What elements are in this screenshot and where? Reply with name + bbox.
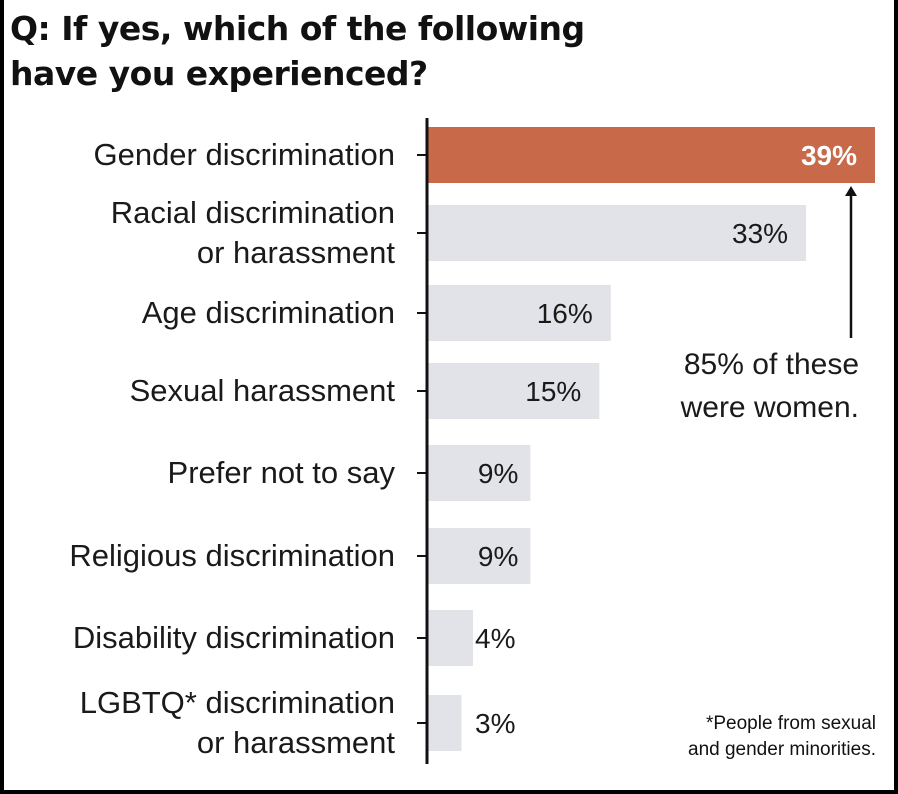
annotation-text-line-1: were women. [680, 391, 859, 424]
value-label-5: 9% [478, 541, 518, 572]
value-label-6: 4% [475, 623, 515, 654]
bar-4 [427, 445, 531, 501]
annotation-arrowhead [845, 186, 857, 196]
footnote-line-1: and gender minorities. [688, 739, 876, 760]
category-label-4: Prefer not to say [168, 455, 396, 490]
value-label-7: 3% [475, 708, 515, 739]
annotation-text-line-0: 85% of these [684, 348, 859, 381]
footnote-line-0: *People from sexual [706, 713, 876, 734]
category-label-1-line-1: or harassment [197, 235, 396, 270]
value-label-2: 16% [537, 298, 593, 329]
bar-2 [427, 285, 611, 341]
value-label-4: 9% [478, 458, 518, 489]
value-label-3: 15% [525, 376, 581, 407]
bar-5 [427, 528, 531, 584]
bar-0 [427, 127, 875, 183]
bar-1 [427, 205, 807, 261]
category-label-2: Age discrimination [142, 295, 395, 330]
category-label-6: Disability discrimination [73, 620, 395, 655]
category-label-1-line-0: Racial discrimination [111, 195, 395, 230]
category-label-5: Religious discrimination [69, 538, 395, 573]
value-label-1: 33% [732, 218, 788, 249]
bar-3 [427, 363, 600, 419]
bar-7 [427, 695, 462, 751]
category-label-3: Sexual harassment [130, 373, 396, 408]
bar-6 [427, 610, 473, 666]
title-line-1: Q: If yes, which of the following [10, 9, 585, 48]
chart-title: Q: If yes, which of the following have y… [10, 6, 650, 96]
category-label-7-line-1: or harassment [197, 725, 396, 760]
value-label-0: 39% [801, 140, 857, 171]
title-line-2: have you experienced? [10, 54, 428, 93]
category-label-7-line-0: LGBTQ* discrimination [80, 685, 395, 720]
category-label-0: Gender discrimination [93, 137, 395, 172]
